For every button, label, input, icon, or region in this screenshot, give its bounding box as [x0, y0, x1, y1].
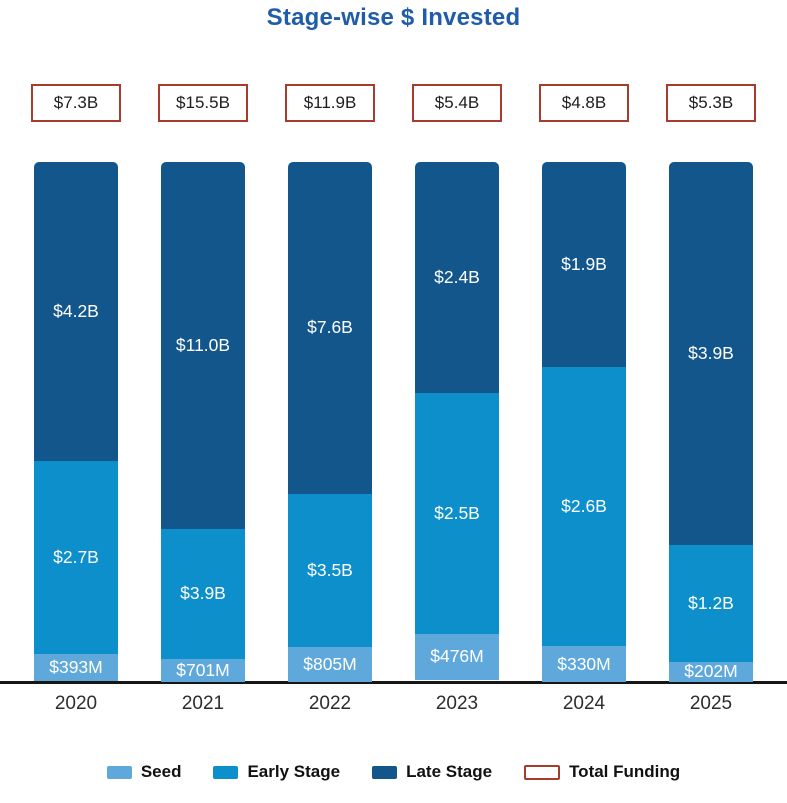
- bar-segment-early-stage: $3.5B: [288, 493, 372, 647]
- stacked-bar-2020: $4.2B $2.7B $393M: [34, 162, 118, 682]
- segment-value-label: $7.6B: [307, 317, 353, 338]
- legend-item-early-stage: Early Stage: [213, 762, 340, 782]
- bar-segment-early-stage: $3.9B: [161, 528, 245, 659]
- segment-value-label: $805M: [303, 653, 357, 674]
- legend-item-total-funding: Total Funding: [524, 762, 680, 782]
- legend-label: Seed: [140, 762, 182, 781]
- x-axis-label-2020: 2020: [54, 693, 98, 714]
- segment-value-label: $4.2B: [53, 300, 99, 321]
- bar-column-2020: $7.3B $4.2B $2.7B $393M 2020: [31, 0, 121, 715]
- x-axis-label-2021: 2021: [181, 693, 225, 714]
- stacked-bar-2025: $3.9B $1.2B $202M: [669, 162, 753, 682]
- x-axis-line: [0, 681, 787, 684]
- stacked-bar-2023: $2.4B $2.5B $476M: [415, 162, 499, 682]
- segment-value-label: $1.9B: [561, 253, 607, 274]
- bar-segment-late-stage: $2.4B: [415, 162, 499, 394]
- total-funding-box: $5.3B: [666, 84, 756, 122]
- segment-value-label: $2.6B: [561, 495, 607, 516]
- bar-segment-seed: $805M: [288, 646, 372, 682]
- segment-value-label: $393M: [49, 656, 103, 677]
- legend-swatch-icon: [524, 764, 561, 780]
- bar-segment-late-stage: $4.2B: [34, 162, 118, 462]
- bar-column-2023: $5.4B $2.4B $2.5B $476M 2023: [412, 0, 502, 715]
- x-axis-label-2022: 2022: [308, 693, 352, 714]
- x-axis-label-2023: 2023: [435, 693, 479, 714]
- chart-title: Stage-wise $ Invested: [266, 4, 521, 31]
- total-funding-box: $11.9B: [285, 84, 375, 122]
- segment-value-label: $2.7B: [53, 546, 99, 567]
- bar-segment-early-stage: $2.7B: [34, 461, 118, 654]
- segment-value-label: $3.5B: [307, 559, 353, 580]
- segment-value-label: $2.4B: [434, 266, 480, 287]
- total-funding-box: $7.3B: [31, 84, 121, 122]
- bar-segment-late-stage: $1.9B: [542, 162, 626, 367]
- bar-segment-seed: $330M: [542, 646, 626, 683]
- legend-label: Total Funding: [569, 762, 681, 781]
- bar-segment-late-stage: $3.9B: [669, 162, 753, 545]
- stacked-bar-2021: $11.0B $3.9B $701M: [161, 162, 245, 682]
- bar-segment-early-stage: $2.5B: [415, 393, 499, 634]
- legend-label: Late Stage: [406, 762, 493, 781]
- bar-column-2021: $15.5B $11.0B $3.9B $701M 2021: [158, 0, 248, 715]
- segment-value-label: $330M: [557, 653, 611, 674]
- bar-column-2025: $5.3B $3.9B $1.2B $202M 2025: [666, 0, 756, 715]
- segment-value-label: $476M: [430, 646, 484, 666]
- bar-segment-late-stage: $7.6B: [288, 162, 372, 494]
- legend-label: Early Stage: [247, 762, 341, 781]
- legend-swatch-icon: [106, 765, 132, 779]
- legend-item-late-stage: Late Stage: [372, 762, 492, 782]
- segment-value-label: $3.9B: [180, 582, 226, 603]
- segment-value-label: $11.0B: [175, 334, 231, 355]
- x-axis-label-2024: 2024: [562, 693, 606, 714]
- total-funding-box: $4.8B: [539, 84, 629, 122]
- bar-columns: $7.3B $4.2B $2.7B $393M 2020 $15.5B $11.0B $3.9…: [31, 0, 756, 715]
- bar-segment-seed: $202M: [669, 662, 753, 682]
- legend-swatch-icon: [372, 765, 398, 779]
- legend: Seed Early Stage Late Stage Total Funding: [0, 762, 787, 782]
- segment-value-label: $3.9B: [688, 342, 734, 363]
- legend-item-seed: Seed: [106, 762, 182, 782]
- bar-segment-early-stage: $1.2B: [669, 544, 753, 663]
- total-funding-box: $5.4B: [412, 84, 502, 122]
- stacked-bar-2024: $1.9B $2.6B $330M: [542, 162, 626, 683]
- segment-value-label: $202M: [684, 661, 738, 682]
- bar-segment-late-stage: $11.0B: [161, 162, 245, 529]
- bar-segment-seed: $701M: [161, 658, 245, 682]
- total-funding-box: $15.5B: [158, 84, 248, 122]
- segment-value-label: $2.5B: [434, 502, 480, 523]
- bar-segment-early-stage: $2.6B: [542, 366, 626, 647]
- bar-segment-seed: $476M: [415, 633, 499, 680]
- bar-column-2022: $11.9B $7.6B $3.5B $805M 2022: [285, 0, 375, 715]
- bar-column-2024: $4.8B $1.9B $2.6B $330M 2024: [539, 0, 629, 715]
- x-axis-label-2025: 2025: [689, 693, 733, 714]
- segment-value-label: $701M: [176, 659, 230, 680]
- legend-swatch-icon: [213, 765, 239, 779]
- segment-value-label: $1.2B: [688, 592, 734, 613]
- stacked-bar-2022: $7.6B $3.5B $805M: [288, 162, 372, 682]
- bar-segment-seed: $393M: [34, 653, 118, 682]
